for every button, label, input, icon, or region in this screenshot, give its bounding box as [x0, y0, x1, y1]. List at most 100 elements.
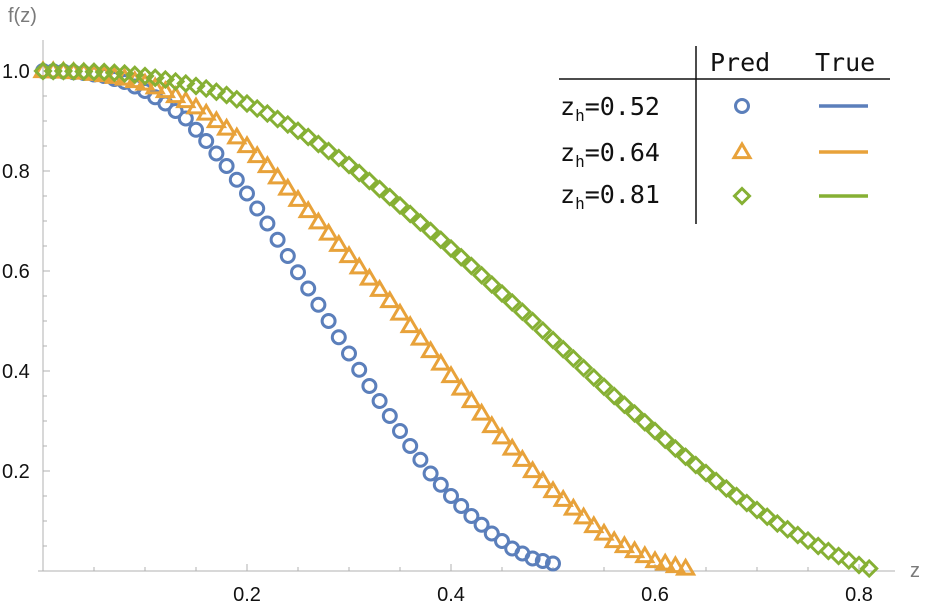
data-point — [553, 339, 573, 359]
data-point — [155, 69, 176, 90]
data-point — [338, 245, 360, 264]
y-axis-label: f(z) — [8, 5, 37, 27]
data-point — [412, 451, 429, 468]
data-point — [664, 555, 687, 574]
data-point — [604, 386, 624, 406]
data-point — [269, 231, 286, 248]
data-point — [501, 437, 523, 456]
data-point — [522, 311, 543, 331]
data-point — [206, 82, 227, 102]
data-point — [176, 73, 196, 94]
data-point — [167, 103, 184, 119]
data-point — [460, 390, 483, 409]
data-point — [318, 141, 339, 161]
data-point — [287, 188, 309, 207]
data-point — [440, 365, 462, 384]
data-point — [623, 540, 646, 559]
legend-marker-3 — [732, 186, 752, 206]
data-point — [470, 402, 493, 421]
data-point — [226, 126, 248, 145]
data-point — [208, 145, 225, 162]
data-point — [481, 415, 503, 434]
data-point — [747, 500, 767, 520]
data-point — [491, 426, 513, 445]
data-point — [572, 506, 595, 525]
data-point — [788, 525, 808, 545]
data-point — [849, 555, 869, 575]
y-tick-label: 0.2 — [2, 461, 30, 483]
legend-header-pred: Pred — [710, 48, 770, 77]
data-point — [267, 109, 288, 129]
data-point — [185, 96, 207, 115]
x-tick-label: 0.4 — [437, 584, 465, 606]
data-point — [196, 78, 216, 99]
data-point — [471, 265, 492, 285]
data-point — [624, 403, 645, 424]
data-point — [431, 230, 451, 250]
data-point — [279, 248, 296, 264]
data-point — [494, 533, 510, 549]
data-point — [655, 430, 675, 450]
data-point — [236, 135, 258, 154]
legend-row-2-sub: h — [575, 152, 585, 171]
data-point — [593, 522, 615, 541]
legend-row-3-value: =0.81 — [585, 180, 660, 209]
legend-row-2-prefix: z — [560, 138, 575, 167]
axes — [38, 40, 895, 572]
data-point — [430, 352, 452, 371]
data-point — [645, 421, 665, 441]
data-point — [463, 508, 480, 524]
data-point — [400, 204, 420, 224]
data-point — [381, 408, 398, 424]
y-tick-label: 0.8 — [2, 161, 30, 183]
data-point — [239, 185, 255, 202]
legend-row-label-3: zh=0.81 — [560, 180, 660, 213]
data-point — [348, 256, 370, 275]
data-point — [310, 296, 327, 313]
y-tick-label: 0.4 — [2, 361, 30, 383]
data-point — [186, 76, 206, 96]
data-point — [288, 121, 308, 141]
data-point — [215, 117, 238, 136]
data-point — [533, 320, 553, 341]
legend-marker-1 — [734, 98, 750, 114]
data-point — [266, 166, 289, 185]
data-point — [420, 221, 441, 241]
data-point — [317, 222, 340, 241]
data-point — [409, 327, 432, 346]
data-point — [361, 378, 378, 394]
data-point — [675, 447, 696, 467]
data-point — [339, 155, 359, 175]
data-point — [297, 200, 319, 219]
legend-row-label-2: zh=0.64 — [560, 138, 660, 171]
data-point — [512, 302, 533, 322]
data-point — [453, 498, 470, 514]
data-point — [808, 536, 828, 556]
data-point — [686, 455, 706, 475]
legend-row-label-1: zh=0.52 — [560, 92, 660, 125]
data-point — [473, 516, 490, 533]
data-point — [216, 85, 237, 105]
data-point — [218, 158, 235, 174]
data-point — [543, 330, 563, 350]
data-point — [134, 72, 156, 91]
data-point — [583, 515, 605, 534]
data-point — [247, 98, 267, 119]
data-point — [716, 478, 737, 499]
data-point — [237, 93, 257, 114]
data-point — [188, 121, 204, 138]
data-point — [328, 233, 350, 252]
data-point — [402, 438, 419, 454]
data-point — [379, 290, 401, 309]
data-point — [828, 546, 849, 566]
data-point — [443, 488, 459, 504]
data-point — [524, 550, 541, 567]
data-point — [534, 553, 551, 569]
series-3 — [33, 61, 879, 579]
data-point — [441, 238, 461, 259]
legend-row-3-sub: h — [575, 194, 585, 213]
data-point — [422, 465, 439, 482]
data-point — [369, 179, 390, 199]
series-layer — [32, 60, 879, 579]
data-point — [257, 103, 278, 124]
